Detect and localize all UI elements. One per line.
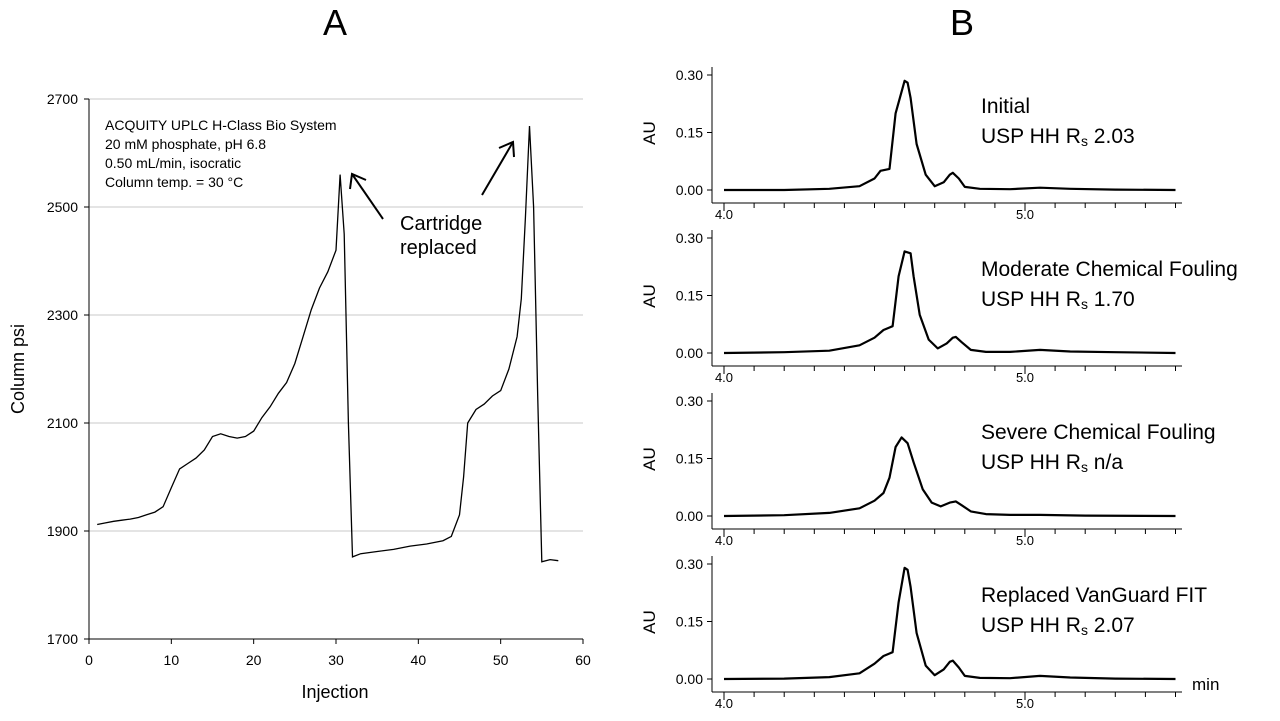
- y-tick-label: 0.15: [676, 125, 703, 141]
- chromatogram-line: [724, 79, 1176, 192]
- x-tick-label: 60: [575, 652, 591, 668]
- y-tick-label: 2500: [47, 199, 78, 215]
- panel-a-annotation: ACQUITY UPLC H-Class Bio System 20 mM ph…: [105, 117, 337, 190]
- panel-b-subplots: 0.00 0.15 0.30 4.0 5.0 AU Initial USP HH Rs 2.0…: [640, 67, 1238, 711]
- y-tick-label: 2300: [47, 307, 78, 323]
- subplot-title: Moderate Chemical Fouling: [981, 258, 1238, 281]
- annotation-line: ACQUITY UPLC H-Class Bio System: [105, 117, 337, 133]
- y-tick-label: 0.30: [676, 393, 703, 409]
- x-tick-label: 30: [328, 652, 344, 668]
- x-tick-label: 5.0: [1016, 207, 1034, 222]
- y-tick-label: 0.00: [676, 671, 703, 687]
- x-tick-label: 4.0: [715, 370, 733, 385]
- resolution-annotation: USP HH Rs 2.03: [981, 125, 1135, 149]
- callout-arrow-left: [349, 172, 384, 220]
- resolution-annotation: USP HH Rs n/a: [981, 451, 1123, 475]
- y-tick-label: 2700: [47, 91, 78, 107]
- chromatogram-line: [723, 436, 1176, 518]
- chromatogram-subplot: 0.00 0.15 0.30 4.0 5.0 AU Initial USP HH Rs 2.0…: [640, 67, 1182, 222]
- y-tick-label: 2100: [47, 415, 78, 431]
- resolution-annotation: USP HH Rs 2.07: [981, 614, 1135, 638]
- chromatogram-line: [723, 566, 1176, 681]
- subplot-title: Initial: [981, 95, 1030, 118]
- callout-line: Cartridge: [400, 213, 482, 235]
- subplot-title: Severe Chemical Fouling: [981, 421, 1216, 444]
- x-tick-label: 0: [85, 652, 93, 668]
- panel-a-x-axis-title: Injection: [301, 682, 368, 702]
- x-tick-label: 50: [493, 652, 509, 668]
- x-tick-label: 5.0: [1016, 696, 1034, 711]
- y-tick-label: 0.00: [676, 508, 703, 524]
- y-tick-label: 0.00: [676, 345, 703, 361]
- y-tick-label: 0.15: [676, 451, 703, 467]
- subplot-y-axis-title: AU: [640, 610, 659, 634]
- chromatogram-subplot: 0.00 0.15 0.30 4.0 5.0 AU Severe Chemical Foul…: [640, 393, 1216, 548]
- subplot-y-axis-title: AU: [640, 284, 659, 308]
- y-tick-label: 0.30: [676, 67, 703, 83]
- subplot-y-axis-title: AU: [640, 121, 659, 145]
- callout-arrow-right: [481, 140, 515, 196]
- panel-a-series: [97, 125, 559, 563]
- chromatogram-line: [723, 250, 1176, 355]
- resolution-annotation: USP HH Rs 1.70: [981, 288, 1135, 312]
- panel-a-gridlines: [89, 98, 583, 532]
- panel-a-label: A: [323, 2, 347, 43]
- annotation-line: 20 mM phosphate, pH 6.8: [105, 136, 266, 152]
- panel-b-label: B: [950, 2, 974, 43]
- y-tick-label: 0.15: [676, 288, 703, 304]
- panel-a-y-axis-title: Column psi: [8, 324, 28, 414]
- chromatogram-subplot: 0.00 0.15 0.30 4.0 5.0 AU Moderate Chemical Fo…: [640, 230, 1238, 385]
- y-tick-label: 0.30: [676, 556, 703, 572]
- y-tick-label: 1900: [47, 523, 78, 539]
- subplot-y-axis-title: AU: [640, 447, 659, 471]
- annotation-line: 0.50 mL/min, isocratic: [105, 155, 241, 171]
- callout-line: replaced: [400, 237, 477, 259]
- cartridge-callout: Cartridge replaced: [400, 213, 482, 259]
- y-tick-label: 1700: [47, 631, 78, 647]
- y-tick-label: 0.30: [676, 230, 703, 246]
- subplot-title: Replaced VanGuard FIT: [981, 584, 1207, 607]
- panel-b: B 0.00 0.15 0.30 4.0 5.0 AU Initial USP HH Rs 2…: [640, 2, 1238, 711]
- panel-a-ticks: 1700 1900 2100 2300 2500 2700 0 10 20 30 40 50 60: [47, 91, 591, 668]
- pressure-series-line: [97, 125, 559, 563]
- x-tick-label: 20: [246, 652, 262, 668]
- x-tick-label: 4.0: [715, 207, 733, 222]
- x-tick-label: 5.0: [1016, 533, 1034, 548]
- x-tick-label: 40: [411, 652, 427, 668]
- chromatogram-subplot: 0.00 0.15 0.30 4.0 5.0 AU Replaced VanGuard FI…: [640, 556, 1207, 711]
- panel-b-x-unit: min: [1192, 675, 1219, 694]
- y-tick-label: 0.00: [676, 182, 703, 198]
- x-tick-label: 10: [164, 652, 180, 668]
- annotation-line: Column temp. = 30 °C: [105, 174, 243, 190]
- y-tick-label: 0.15: [676, 614, 703, 630]
- x-tick-label: 4.0: [715, 696, 733, 711]
- x-tick-label: 5.0: [1016, 370, 1034, 385]
- x-tick-label: 4.0: [715, 533, 733, 548]
